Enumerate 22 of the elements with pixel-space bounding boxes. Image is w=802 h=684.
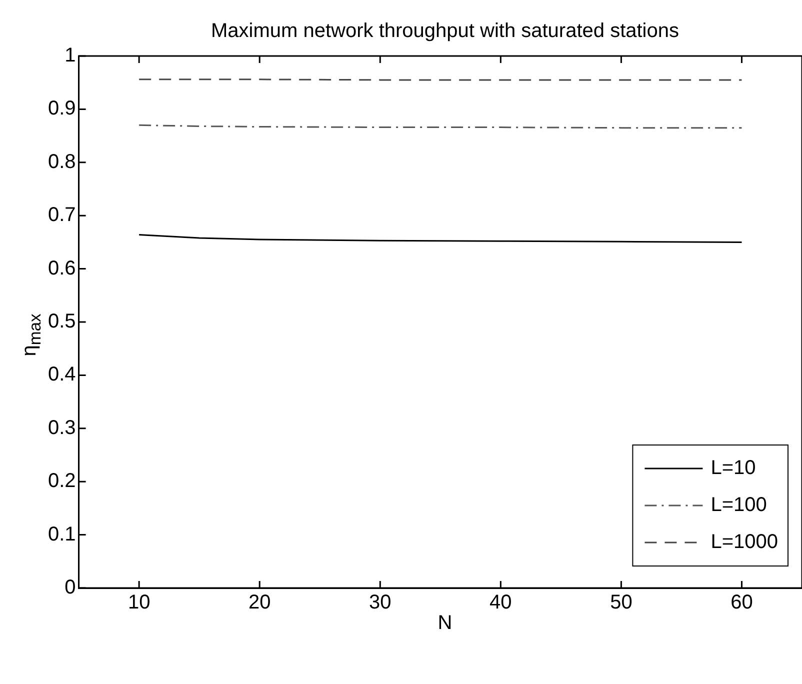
x-tick-label: 30 <box>369 592 392 614</box>
x-tick-label: 60 <box>730 592 753 614</box>
y-tick-label: 0.1 <box>48 523 76 546</box>
legend-label: L=10 <box>710 457 756 480</box>
y-tick-label: 0.6 <box>48 257 76 280</box>
x-axis-title: N <box>436 612 454 635</box>
y-tick-label: 1 <box>64 44 76 67</box>
y-tick-label: 0.2 <box>48 470 76 492</box>
y-tick-label: 0.7 <box>48 204 76 226</box>
legend-label: L=1000 <box>710 531 778 554</box>
y-tick-label: 0.5 <box>48 310 76 333</box>
y-tick-label: 0.4 <box>48 364 76 386</box>
y-tick-label: 0.3 <box>48 416 76 439</box>
x-tick-label: 10 <box>128 592 150 614</box>
legend-label: L=100 <box>710 494 767 516</box>
y-tick-label: 0.8 <box>48 150 76 173</box>
x-tick-label: 20 <box>248 592 271 614</box>
y-tick-label: 0 <box>64 576 76 599</box>
x-tick-label: 40 <box>490 592 512 614</box>
y-tick-label: 0.9 <box>48 98 76 120</box>
x-tick-label: 50 <box>610 592 632 614</box>
chart-title: Maximum network throughput with saturated stations <box>210 20 680 43</box>
